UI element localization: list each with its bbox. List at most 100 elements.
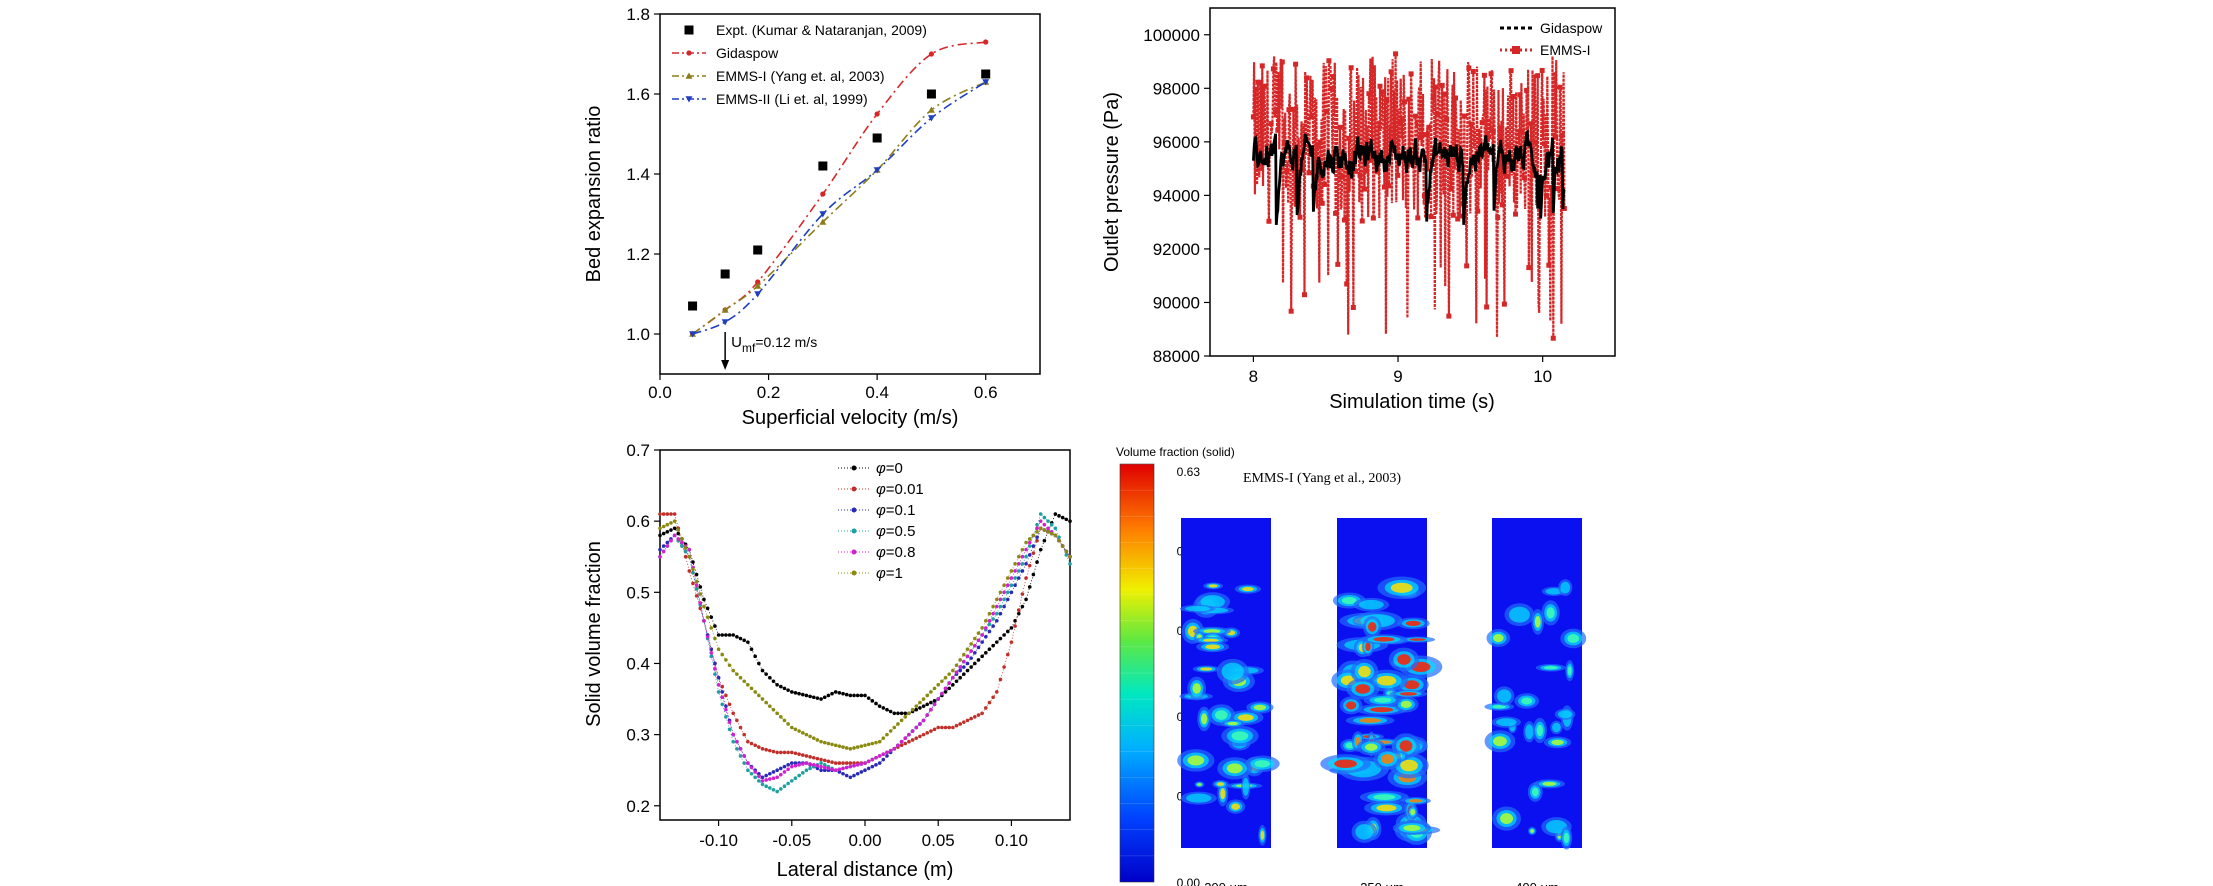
heatmap-core bbox=[1376, 804, 1397, 812]
data-point bbox=[844, 773, 849, 778]
data-point bbox=[804, 754, 809, 758]
data-point bbox=[665, 522, 670, 527]
data-point bbox=[965, 647, 970, 652]
data-point bbox=[775, 789, 779, 794]
data-point bbox=[742, 761, 746, 765]
data-point bbox=[683, 546, 688, 550]
data-point bbox=[713, 672, 717, 676]
heatmap-title: EMMS-I (Yang et al., 2003) bbox=[1243, 471, 1401, 486]
annotation-rest: =0.12 m/s bbox=[755, 334, 817, 350]
chart-solid-volume: -0.10 -0.05 0.00 0.05 0.10 0.2 0.3 0.4 0.5 0.6 0.7… bbox=[583, 441, 1072, 881]
x-tick-label: 0.6 bbox=[974, 383, 998, 402]
data-point bbox=[932, 699, 937, 703]
emms1-point bbox=[1419, 131, 1425, 137]
data-point bbox=[907, 739, 911, 744]
data-point bbox=[852, 746, 856, 750]
data-point bbox=[896, 722, 900, 726]
data-point bbox=[859, 693, 864, 698]
data-point bbox=[925, 731, 930, 735]
legend-label: φ=0.5 bbox=[876, 523, 915, 540]
heatmap-core bbox=[1368, 621, 1377, 632]
data-point bbox=[819, 739, 823, 744]
data-point bbox=[779, 684, 783, 689]
heatmap-core bbox=[1341, 596, 1357, 605]
data-point bbox=[1060, 544, 1065, 548]
heatmap-core bbox=[1260, 830, 1265, 840]
data-point bbox=[680, 537, 684, 541]
data-point bbox=[866, 766, 871, 771]
legend-label: EMMS-I (Yang et. al, 2003) bbox=[716, 68, 885, 84]
chart3-xlabel: Lateral distance (m) bbox=[777, 859, 954, 881]
data-point bbox=[797, 773, 801, 778]
data-point bbox=[1009, 583, 1014, 587]
data-point bbox=[735, 672, 739, 676]
data-point bbox=[811, 763, 816, 767]
emms1-point bbox=[1550, 335, 1556, 341]
data-point bbox=[786, 781, 790, 786]
emms1-point bbox=[1381, 184, 1387, 190]
heatmap-core bbox=[1521, 697, 1533, 705]
chart-volume-fraction-maps: Volume fraction (solid) 0.630.500.380.25… bbox=[1116, 445, 1587, 886]
x-tick-label: 0.4 bbox=[865, 383, 889, 402]
heatmap-core bbox=[1203, 638, 1219, 642]
data-point bbox=[962, 665, 966, 669]
data-point bbox=[929, 707, 933, 712]
emms1-point bbox=[1561, 205, 1567, 211]
legend-label: EMMS-I bbox=[1540, 42, 1591, 58]
emms1-point bbox=[1466, 65, 1472, 71]
emms1-point bbox=[1417, 134, 1423, 140]
data-point bbox=[709, 650, 714, 655]
data-point bbox=[852, 773, 856, 778]
emms1-point bbox=[1541, 141, 1547, 147]
data-point bbox=[720, 633, 725, 637]
data-point bbox=[749, 686, 754, 691]
data-point bbox=[943, 675, 948, 680]
data-point bbox=[1016, 562, 1021, 566]
data-point bbox=[724, 658, 728, 662]
heatmap-core bbox=[1215, 710, 1228, 720]
heatmap-core bbox=[1403, 824, 1421, 832]
heatmap-core bbox=[1563, 832, 1570, 844]
data-point bbox=[866, 742, 871, 747]
emms1-point bbox=[1277, 81, 1283, 87]
data-point bbox=[735, 634, 739, 639]
y-tick-label: 0.3 bbox=[626, 726, 650, 745]
emms1-point bbox=[1506, 143, 1512, 149]
data-point bbox=[1042, 528, 1047, 532]
data-point bbox=[1005, 629, 1010, 634]
data-point bbox=[819, 218, 827, 225]
data-point bbox=[768, 675, 772, 680]
chart2-legend: Gidaspow EMMS-I bbox=[1500, 20, 1603, 58]
svg-text:Umf=0.12 m/s: Umf=0.12 m/s bbox=[731, 334, 817, 355]
data-point bbox=[716, 633, 721, 637]
heatmap-core bbox=[1530, 829, 1535, 833]
data-point bbox=[943, 725, 948, 730]
heatmap-core bbox=[1254, 760, 1271, 768]
data-point bbox=[746, 768, 750, 772]
data-point bbox=[775, 775, 779, 780]
data-point bbox=[826, 759, 831, 764]
data-point bbox=[914, 707, 919, 712]
data-point bbox=[921, 732, 926, 737]
emms1-point bbox=[1348, 65, 1354, 71]
emms1-point bbox=[1457, 213, 1463, 219]
data-point bbox=[687, 569, 692, 573]
data-point bbox=[1031, 572, 1036, 577]
emms1-point bbox=[1421, 193, 1427, 199]
data-point bbox=[800, 762, 805, 766]
data-point bbox=[998, 677, 1003, 682]
data-point bbox=[746, 683, 750, 687]
data-point bbox=[1035, 535, 1039, 539]
data-point bbox=[926, 89, 936, 99]
data-point bbox=[903, 715, 908, 719]
data-point bbox=[789, 690, 794, 694]
data-point bbox=[1005, 576, 1010, 580]
emms1-point bbox=[1308, 114, 1314, 120]
data-point bbox=[815, 766, 820, 771]
data-point bbox=[1049, 522, 1054, 527]
series-line bbox=[692, 81, 987, 335]
data-point bbox=[892, 747, 897, 751]
data-point bbox=[687, 547, 692, 552]
data-point bbox=[804, 693, 809, 698]
panel-label: 400 μm bbox=[1515, 880, 1559, 886]
